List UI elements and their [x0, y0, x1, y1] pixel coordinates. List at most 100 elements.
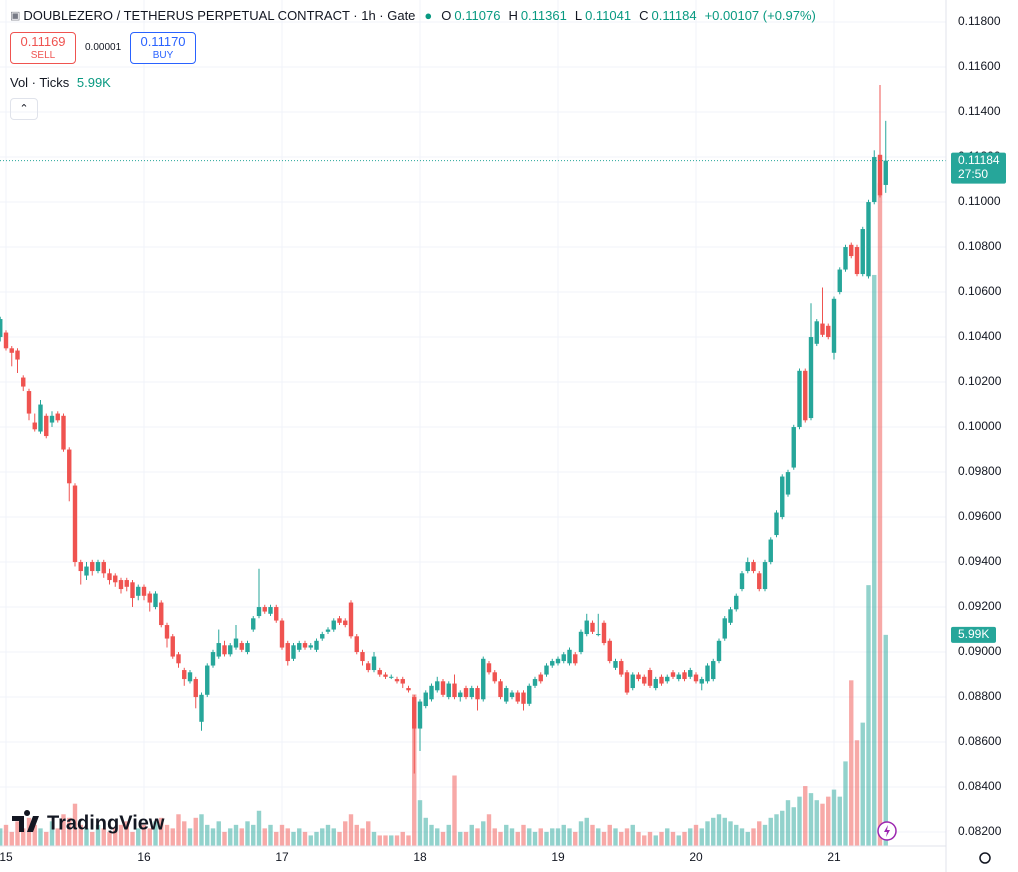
candle-body — [877, 154, 883, 196]
candle-body — [475, 688, 480, 700]
candle-body — [659, 676, 664, 684]
volume-bar — [354, 824, 359, 846]
candle-body — [584, 620, 589, 635]
candle-body — [90, 562, 95, 572]
sell-button[interactable]: 0.11169 SELL — [10, 32, 76, 64]
candle-body — [734, 595, 739, 610]
candle-body — [463, 688, 469, 698]
volume-bar — [371, 831, 377, 846]
volume-bar — [285, 828, 290, 846]
volume-bar — [262, 828, 267, 846]
volume-bar — [429, 824, 434, 846]
candle-body — [544, 665, 549, 675]
volume-pane — [0, 183, 888, 846]
candle-body — [785, 472, 791, 495]
volume-bar — [584, 817, 589, 846]
candle-body — [268, 607, 273, 614]
candle-body — [279, 620, 285, 648]
collapse-button[interactable]: ⌃ — [10, 98, 38, 120]
volume-bar — [389, 835, 394, 846]
x-tick-label: 17 — [275, 850, 289, 864]
volume-bar — [136, 828, 141, 846]
candle-body — [613, 661, 618, 668]
candle-body — [199, 694, 204, 722]
y-tick-label: 0.10400 — [958, 329, 1002, 343]
candle-body — [262, 607, 267, 612]
volume-bar — [676, 835, 681, 846]
volume-bar — [279, 824, 285, 846]
last-price-label: 0.11184 — [958, 153, 1000, 167]
y-tick-label: 0.09800 — [958, 464, 1002, 478]
settings-button[interactable] — [979, 852, 991, 864]
volume-bar — [705, 821, 710, 846]
buy-price: 0.11170 — [140, 34, 186, 49]
volume-bar — [613, 828, 618, 846]
volume-bar — [377, 835, 382, 846]
candle-body — [348, 602, 354, 637]
candle-body — [21, 377, 26, 387]
volume-bar — [61, 814, 66, 846]
volume-bar — [762, 824, 768, 846]
candle-body — [0, 319, 3, 338]
buy-button[interactable]: 0.11170 BUY — [130, 32, 196, 64]
candle-body — [757, 573, 762, 590]
brand-name: TradingView — [47, 812, 165, 834]
volume-bar — [210, 828, 216, 846]
volume-bar — [670, 831, 676, 846]
volume-bar — [308, 835, 313, 846]
volume-bar — [325, 824, 331, 846]
candle-body — [84, 566, 89, 576]
candle-body — [693, 674, 699, 682]
volume-bar — [3, 824, 9, 846]
candle-body — [647, 670, 653, 686]
volume-bar — [32, 824, 37, 846]
candle-body — [400, 679, 405, 684]
volume-bar — [527, 828, 532, 846]
candle-body — [256, 607, 262, 617]
candle-body — [705, 665, 710, 682]
candle-body — [107, 573, 112, 581]
candle-body — [682, 672, 687, 680]
volume-bar — [291, 831, 296, 846]
candle-body — [331, 620, 336, 630]
volume-bar — [515, 831, 520, 846]
candle-body — [619, 661, 624, 675]
volume-bar — [877, 183, 883, 846]
candle-body — [423, 692, 428, 707]
volume-bar — [659, 831, 664, 846]
volume-bar — [780, 810, 785, 846]
volume-bar — [199, 814, 204, 846]
candle-body — [504, 688, 509, 702]
candle-body — [762, 562, 768, 590]
candle-body — [739, 573, 745, 590]
candle-body — [193, 679, 198, 698]
volume-bar — [573, 831, 578, 846]
candle-body — [486, 663, 492, 673]
volume-bar — [366, 821, 371, 846]
x-tick-label: 19 — [551, 850, 565, 864]
volume-bar — [406, 835, 411, 846]
volume-bar — [883, 634, 888, 846]
price-pane — [0, 85, 946, 774]
candle-body — [745, 562, 750, 572]
volume-bar — [630, 824, 635, 846]
volume-bar — [446, 824, 451, 846]
volume-bar — [205, 824, 210, 846]
change: +0.00107 (+0.97%) — [704, 8, 816, 23]
candle-body — [49, 415, 55, 423]
volume-bar — [463, 831, 469, 846]
volume-bar — [596, 828, 601, 846]
candle-body — [590, 622, 595, 632]
volume-bar — [619, 831, 624, 846]
volume-bar — [849, 680, 854, 846]
volume-bar — [147, 828, 152, 846]
candle-body — [826, 325, 831, 338]
volume-bar — [164, 824, 170, 846]
candle-body — [274, 607, 279, 621]
ohlc-label: H — [508, 8, 518, 23]
candle-body — [302, 643, 308, 648]
candle-body — [636, 674, 641, 680]
candle-body — [515, 692, 520, 702]
countdown: 27:50 — [958, 167, 988, 181]
